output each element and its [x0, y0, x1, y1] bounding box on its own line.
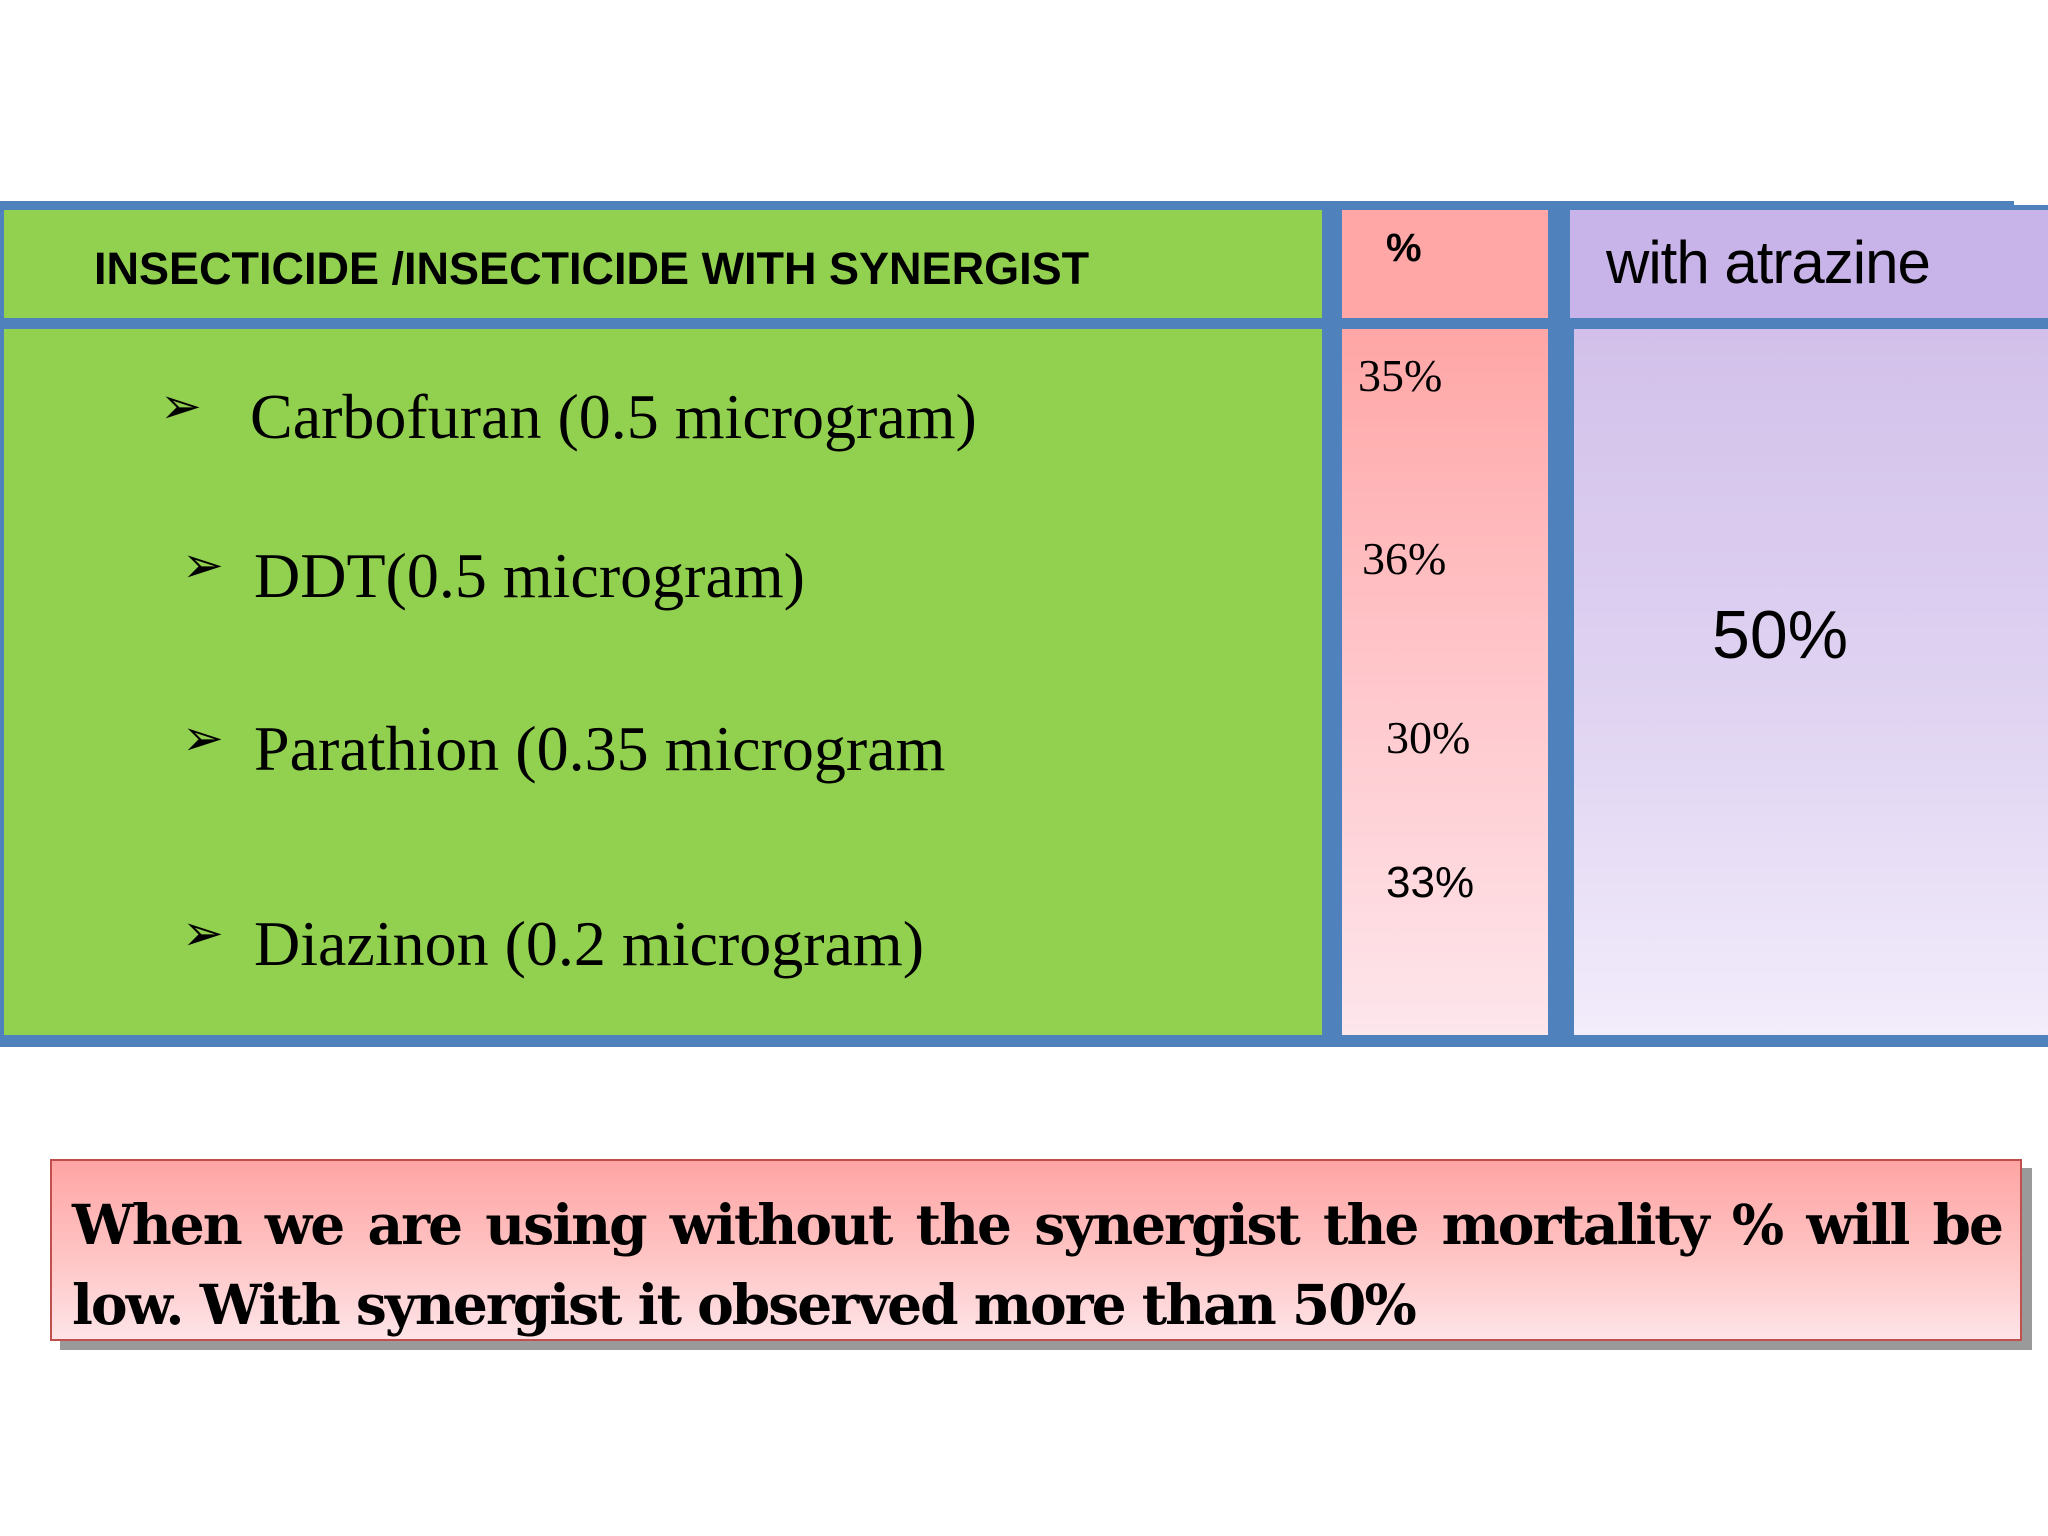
bullet-arrow-icon: ➢	[160, 377, 202, 435]
header-percent: %	[1386, 226, 1422, 270]
header-cell-insecticide	[4, 210, 1322, 318]
body-cell-with-atrazine	[1574, 329, 2048, 1035]
percent-diazinon: 33%	[1386, 858, 1475, 907]
percent-parathion: 30%	[1386, 712, 1471, 763]
body-cell-percents	[1342, 329, 1548, 1035]
note-text: When we are using without the synergist …	[72, 1192, 2004, 1337]
bullet-arrow-icon: ➢	[182, 904, 224, 962]
bullet-arrow-icon: ➢	[182, 536, 224, 594]
row-parathion: Parathion (0.35 microgram	[254, 713, 946, 784]
header-cell-percent	[1342, 210, 1548, 318]
with-atrazine-value: 50%	[1712, 597, 1849, 673]
row-diazinon: Diazinon (0.2 microgram)	[254, 908, 924, 979]
row-carbofuran: Carbofuran (0.5 microgram)	[250, 381, 977, 452]
percent-ddt: 36%	[1362, 533, 1447, 584]
header-with-atrazine: with atrazine	[1606, 229, 1931, 296]
row-ddt: DDT(0.5 microgram)	[254, 540, 805, 611]
bullet-arrow-icon: ➢	[182, 709, 224, 767]
note-box: When we are using without the synergist …	[50, 1159, 2022, 1341]
header-insecticide: INSECTICIDE /INSECTICIDE WITH SYNERGIST	[94, 243, 1090, 294]
body-cell-insecticides	[4, 329, 1322, 1035]
header-cell-with-atrazine	[1570, 210, 2048, 318]
percent-carbofuran: 35%	[1358, 350, 1443, 401]
